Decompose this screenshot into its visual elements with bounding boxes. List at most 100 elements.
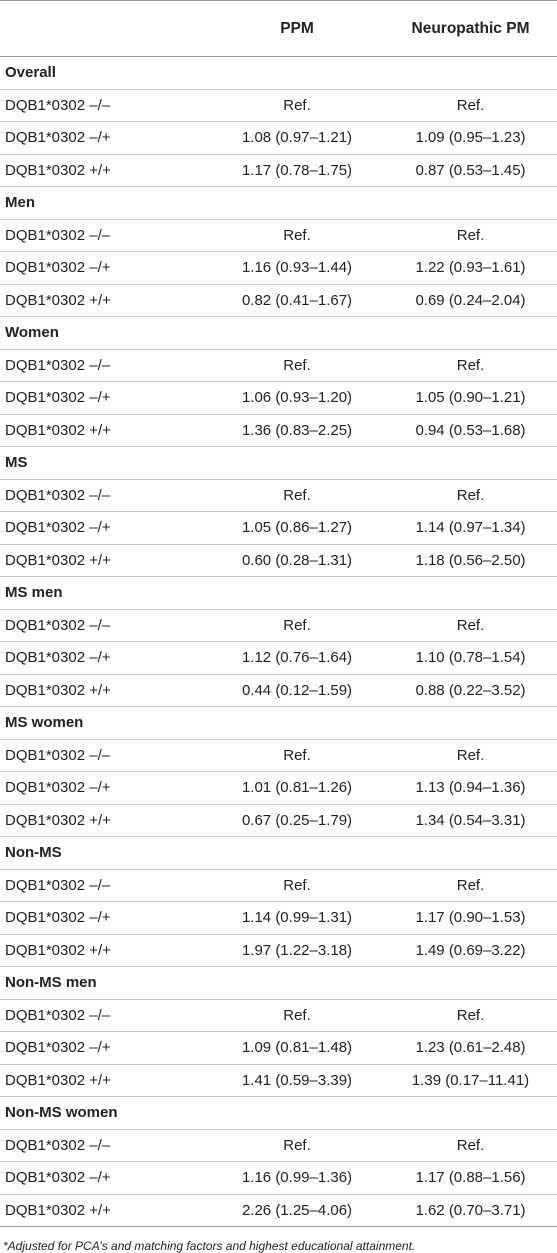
table-row: DQB1*0302 –/+ 1.06 (0.93–1.20) 1.05 (0.90–… — [0, 381, 557, 415]
group-row: Non-MS men — [0, 966, 557, 1000]
row-label: DQB1*0302 –/+ — [0, 381, 210, 415]
row-label: DQB1*0302 +/+ — [0, 1194, 210, 1227]
group-title: Non-MS women — [0, 1096, 557, 1130]
group-title: MS men — [0, 576, 557, 610]
row-label: DQB1*0302 +/+ — [0, 1064, 210, 1097]
header-ppm: PPM — [210, 0, 384, 57]
ppm-value: Ref. — [210, 479, 384, 512]
neuropathic-pm-value: Ref. — [384, 609, 557, 642]
table-row: DQB1*0302 –/+ 1.12 (0.76–1.64) 1.10 (0.78–… — [0, 641, 557, 675]
ppm-value: 0.60 (0.28–1.31) — [210, 544, 384, 577]
row-label: DQB1*0302 –/– — [0, 89, 210, 122]
neuropathic-pm-value: 1.13 (0.94–1.36) — [384, 771, 557, 805]
neuropathic-pm-value: 0.88 (0.22–3.52) — [384, 674, 557, 707]
table-row: DQB1*0302 –/+ 1.09 (0.81–1.48) 1.23 (0.61–… — [0, 1031, 557, 1065]
table-row: DQB1*0302 –/– Ref. Ref. — [0, 89, 557, 122]
neuropathic-pm-value: 1.18 (0.56–2.50) — [384, 544, 557, 577]
table-row: DQB1*0302 –/+ 1.01 (0.81–1.26) 1.13 (0.94–… — [0, 771, 557, 805]
header-neuropathic-pm: Neuropathic PM — [384, 0, 557, 57]
group-title: Non-MS men — [0, 966, 557, 1000]
row-label: DQB1*0302 –/– — [0, 349, 210, 382]
neuropathic-pm-value: Ref. — [384, 869, 557, 902]
ppm-value: 1.01 (0.81–1.26) — [210, 771, 384, 805]
neuropathic-pm-value: 1.39 (0.17–11.41) — [384, 1064, 557, 1097]
group-title: Overall — [0, 56, 557, 90]
header-empty — [0, 0, 210, 57]
ppm-value: Ref. — [210, 1129, 384, 1162]
table-body: Overall DQB1*0302 –/– Ref. Ref. DQB1*0302 –/… — [0, 56, 557, 1227]
table-row: DQB1*0302 +/+ 1.97 (1.22–3.18) 1.49 (0.69–… — [0, 934, 557, 967]
row-label: DQB1*0302 –/– — [0, 609, 210, 642]
group-row: Women — [0, 316, 557, 350]
neuropathic-pm-value: Ref. — [384, 1129, 557, 1162]
neuropathic-pm-value: Ref. — [384, 739, 557, 772]
ppm-value: Ref. — [210, 739, 384, 772]
neuropathic-pm-value: 1.05 (0.90–1.21) — [384, 381, 557, 415]
ppm-value: 0.67 (0.25–1.79) — [210, 804, 384, 837]
table-footnote: *Adjusted for PCA’s and matching factors… — [3, 1239, 416, 1253]
ppm-value: 1.09 (0.81–1.48) — [210, 1031, 384, 1065]
ppm-value: 1.12 (0.76–1.64) — [210, 641, 384, 675]
neuropathic-pm-value: 1.17 (0.90–1.53) — [384, 901, 557, 935]
ppm-value: 1.14 (0.99–1.31) — [210, 901, 384, 935]
neuropathic-pm-value: 1.22 (0.93–1.61) — [384, 251, 557, 285]
row-label: DQB1*0302 –/+ — [0, 251, 210, 285]
neuropathic-pm-value: Ref. — [384, 219, 557, 252]
row-label: DQB1*0302 –/+ — [0, 1031, 210, 1065]
ppm-value: 1.16 (0.93–1.44) — [210, 251, 384, 285]
table-row: DQB1*0302 +/+ 0.67 (0.25–1.79) 1.34 (0.54–… — [0, 804, 557, 837]
row-label: DQB1*0302 –/+ — [0, 771, 210, 805]
table-row: DQB1*0302 –/– Ref. Ref. — [0, 869, 557, 902]
ppm-value: 1.06 (0.93–1.20) — [210, 381, 384, 415]
neuropathic-pm-value: 1.09 (0.95–1.23) — [384, 121, 557, 155]
row-label: DQB1*0302 +/+ — [0, 544, 210, 577]
table-row: DQB1*0302 +/+ 2.26 (1.25–4.06) 1.62 (0.70–… — [0, 1194, 557, 1227]
header-row: PPM Neuropathic PM — [0, 0, 557, 57]
ppm-value: 2.26 (1.25–4.06) — [210, 1194, 384, 1227]
row-label: DQB1*0302 +/+ — [0, 154, 210, 187]
ppm-value: Ref. — [210, 89, 384, 122]
table-row: DQB1*0302 +/+ 1.36 (0.83–2.25) 0.94 (0.53–… — [0, 414, 557, 447]
row-label: DQB1*0302 +/+ — [0, 414, 210, 447]
table-row: DQB1*0302 –/+ 1.16 (0.99–1.36) 1.17 (0.88–… — [0, 1161, 557, 1195]
ppm-value: Ref. — [210, 609, 384, 642]
neuropathic-pm-value: Ref. — [384, 349, 557, 382]
row-label: DQB1*0302 –/– — [0, 219, 210, 252]
ppm-value: 1.36 (0.83–2.25) — [210, 414, 384, 447]
row-label: DQB1*0302 –/+ — [0, 121, 210, 155]
row-label: DQB1*0302 +/+ — [0, 674, 210, 707]
ppm-value: Ref. — [210, 219, 384, 252]
neuropathic-pm-value: Ref. — [384, 999, 557, 1032]
table-row: DQB1*0302 +/+ 0.60 (0.28–1.31) 1.18 (0.56–… — [0, 544, 557, 577]
table-row: DQB1*0302 –/– Ref. Ref. — [0, 219, 557, 252]
row-label: DQB1*0302 –/+ — [0, 641, 210, 675]
table-row: DQB1*0302 –/+ 1.14 (0.99–1.31) 1.17 (0.90–… — [0, 901, 557, 935]
ppm-value: 1.97 (1.22–3.18) — [210, 934, 384, 967]
neuropathic-pm-value: 1.23 (0.61–2.48) — [384, 1031, 557, 1065]
ppm-value: 1.41 (0.59–3.39) — [210, 1064, 384, 1097]
row-label: DQB1*0302 –/+ — [0, 901, 210, 935]
ppm-value: Ref. — [210, 869, 384, 902]
row-label: DQB1*0302 +/+ — [0, 284, 210, 317]
neuropathic-pm-value: 1.49 (0.69–3.22) — [384, 934, 557, 967]
neuropathic-pm-value: 1.10 (0.78–1.54) — [384, 641, 557, 675]
table-row: DQB1*0302 –/– Ref. Ref. — [0, 999, 557, 1032]
group-title: MS — [0, 446, 557, 480]
table-row: DQB1*0302 –/– Ref. Ref. — [0, 349, 557, 382]
ppm-value: 1.08 (0.97–1.21) — [210, 121, 384, 155]
group-title: MS women — [0, 706, 557, 740]
neuropathic-pm-value: 1.14 (0.97–1.34) — [384, 511, 557, 545]
table-row: DQB1*0302 –/– Ref. Ref. — [0, 479, 557, 512]
group-row: MS women — [0, 706, 557, 740]
table-row: DQB1*0302 –/– Ref. Ref. — [0, 739, 557, 772]
group-row: MS men — [0, 576, 557, 610]
neuropathic-pm-value: Ref. — [384, 479, 557, 512]
neuropathic-pm-value: 1.34 (0.54–3.31) — [384, 804, 557, 837]
table-row: DQB1*0302 –/– Ref. Ref. — [0, 1129, 557, 1162]
group-row: Men — [0, 186, 557, 220]
ppm-value: 0.44 (0.12–1.59) — [210, 674, 384, 707]
table-row: DQB1*0302 +/+ 1.17 (0.78–1.75) 0.87 (0.53–… — [0, 154, 557, 187]
neuropathic-pm-value: 0.87 (0.53–1.45) — [384, 154, 557, 187]
row-label: DQB1*0302 +/+ — [0, 804, 210, 837]
